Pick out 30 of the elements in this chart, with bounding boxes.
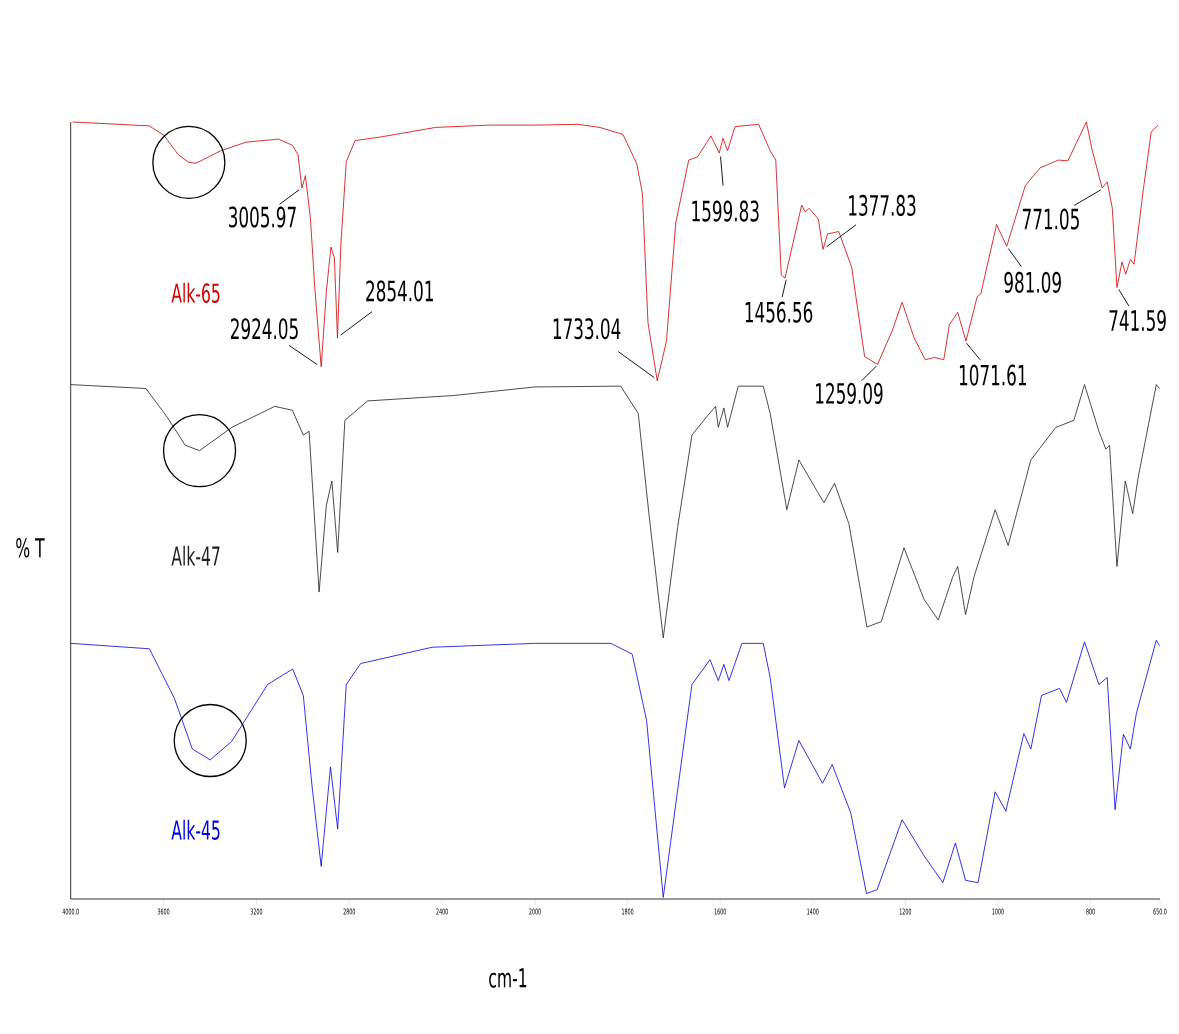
annotation: 1377.83: [849, 194, 916, 216]
annotation: 1733.04: [553, 318, 621, 340]
x-tick-label: 3600: [157, 908, 170, 915]
annotation: 3005.97: [229, 206, 296, 228]
x-tick-label: 1000: [992, 908, 1004, 915]
x-tick-label: 1400: [807, 908, 819, 915]
x-tick-label: 3200: [250, 908, 263, 915]
x-tick-label: 800: [1086, 908, 1095, 915]
x-tick-label: 1600: [714, 908, 726, 915]
annotation: 741.59: [1109, 309, 1166, 332]
x-tick-label: 1800: [622, 908, 634, 915]
x-tick-label: 4000.0: [62, 908, 79, 915]
annotation: 2924.05: [230, 318, 298, 340]
x-tick-label: 2000: [529, 908, 541, 915]
annotation: 1599.83: [692, 200, 759, 222]
text: Alk-65: [171, 282, 220, 303]
x-tick-label: 2400: [436, 908, 448, 915]
annotation: 1259.09: [816, 382, 883, 404]
x-tick-label: 650.0: [1153, 908, 1167, 915]
y-axis-title: % T: [16, 537, 45, 558]
annotation: 2854.01: [366, 280, 433, 302]
annotation: 981.09: [1004, 271, 1061, 293]
x-tick-label: 1200: [899, 908, 912, 915]
annotation: 1456.56: [745, 301, 813, 323]
annotation: 771.05: [1022, 208, 1079, 230]
x-tick-label: 2800: [343, 908, 356, 915]
x-axis-title: cm-1: [489, 968, 527, 988]
text: Alk-47: [171, 545, 220, 566]
annotation: 1071.61: [959, 364, 1026, 386]
text: Alk-45: [171, 819, 220, 840]
